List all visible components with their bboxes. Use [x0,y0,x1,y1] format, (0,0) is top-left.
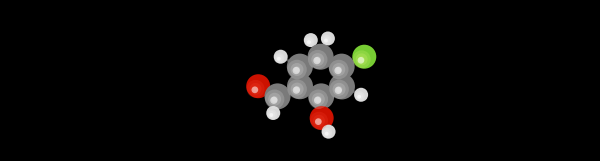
Circle shape [325,131,329,135]
Circle shape [308,50,328,69]
Circle shape [314,56,321,63]
Circle shape [356,93,363,100]
Circle shape [325,38,328,42]
Circle shape [274,50,287,64]
Circle shape [271,96,278,103]
Circle shape [293,86,300,94]
Circle shape [247,80,265,98]
Circle shape [358,95,361,98]
Circle shape [322,128,332,138]
Circle shape [290,83,304,96]
Circle shape [329,80,349,99]
Circle shape [277,57,281,60]
Circle shape [268,111,275,118]
Circle shape [270,97,278,104]
Circle shape [332,83,346,96]
Circle shape [356,53,368,65]
Circle shape [322,125,335,139]
Circle shape [287,54,313,80]
Circle shape [294,86,301,92]
Circle shape [308,40,311,43]
Circle shape [314,97,321,104]
Circle shape [274,53,284,63]
Circle shape [353,50,371,68]
Circle shape [250,83,262,95]
Circle shape [355,91,365,102]
Circle shape [308,44,334,70]
Circle shape [307,40,311,44]
Circle shape [270,113,274,116]
Circle shape [310,112,328,130]
Circle shape [312,93,325,106]
Circle shape [293,67,300,74]
Circle shape [294,66,300,73]
Circle shape [308,83,334,109]
Circle shape [265,83,290,109]
Circle shape [246,74,270,98]
Circle shape [336,86,343,93]
Circle shape [277,57,281,61]
Circle shape [316,118,322,124]
Circle shape [358,57,364,64]
Circle shape [265,90,284,109]
Circle shape [304,36,314,47]
Circle shape [275,55,283,62]
Circle shape [287,79,307,99]
Circle shape [357,95,361,99]
Circle shape [315,118,322,125]
Circle shape [352,45,376,69]
Circle shape [324,39,328,43]
Circle shape [329,60,349,79]
Circle shape [334,67,341,74]
Circle shape [321,32,335,46]
Circle shape [266,109,277,120]
Circle shape [335,87,342,94]
Circle shape [251,86,258,93]
Circle shape [313,115,325,127]
Circle shape [287,60,307,79]
Circle shape [304,33,318,47]
Circle shape [329,54,355,80]
Circle shape [269,113,273,117]
Circle shape [321,35,332,45]
Circle shape [268,93,281,106]
Circle shape [253,86,259,92]
Circle shape [329,73,355,99]
Circle shape [290,63,304,76]
Circle shape [313,57,320,64]
Circle shape [332,63,345,76]
Circle shape [335,66,342,73]
Circle shape [310,106,334,130]
Circle shape [308,90,328,109]
Circle shape [354,88,368,102]
Circle shape [287,73,313,99]
Circle shape [323,37,330,43]
Circle shape [315,96,322,103]
Circle shape [266,106,280,120]
Circle shape [311,53,324,66]
Circle shape [325,132,329,136]
Circle shape [359,56,365,62]
Circle shape [306,38,313,45]
Circle shape [323,130,331,137]
